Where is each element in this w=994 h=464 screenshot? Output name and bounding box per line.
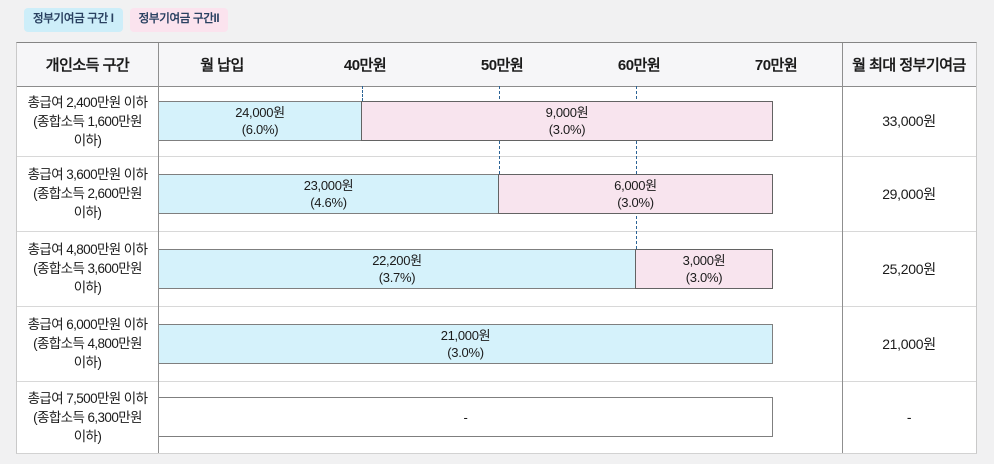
column-divider-left [158, 43, 159, 453]
table-header: 개인소득 구간 월 납입 월 최대 정부기여금 [17, 43, 976, 87]
segment-rate: (4.6%) [310, 195, 347, 210]
row-separator [17, 306, 976, 307]
monthly-max-value: 33,000원 [882, 113, 936, 129]
income-bracket-line: 총급여 2,400만원 이하 [27, 94, 148, 110]
income-bracket-line: 이하) [73, 205, 102, 220]
axis-tick-60manwon: 60만원 [617, 57, 661, 74]
header-monthly-max-contribution: 월 최대 정부기여금 [852, 57, 966, 74]
bar-segment-zoneII: 3,000원 (3.0%) [635, 249, 773, 289]
bar-segment-zoneI: 23,000원 (4.6%) [158, 174, 499, 214]
income-bracket-line: 이하) [73, 428, 102, 444]
header-income-bracket: 개인소득 구간 [45, 57, 130, 74]
monthly-max-value: 29,000원 [882, 185, 936, 202]
legend: 정부기여금 구간 I 정부기여금 구간II [24, 8, 229, 32]
segment-rate: (3.0%) [617, 195, 654, 210]
axis-tick-70manwon: 70만원 [754, 57, 798, 74]
row-separator [17, 231, 976, 232]
segment-amount: 24,000원 [235, 105, 285, 120]
deposit-gridline-40manwon [362, 86, 363, 101]
segment-amount: 23,000원 [303, 178, 354, 193]
income-bracket-line: 총급여 3,600만원 이하 [27, 167, 148, 182]
income-bracket-line: (종합소득 1,600만원 [33, 113, 142, 129]
segment-rate: (3.7%) [378, 270, 416, 285]
income-bracket-line: 총급여 7,500만원 이하 [27, 390, 148, 406]
segment-rate: (3.0%) [685, 270, 723, 285]
income-bracket-line: 이하) [73, 355, 102, 370]
income-bracket-line: (종합소득 4,800만원 [33, 336, 142, 351]
income-bracket-line: (종합소득 6,300만원 [33, 409, 142, 425]
income-bracket-line: 이하) [73, 280, 102, 295]
row-separator [17, 156, 976, 157]
monthly-max-value: 21,000원 [882, 335, 936, 352]
income-bracket-line: 총급여 4,800만원 이하 [27, 242, 148, 257]
segment-amount: - [463, 409, 468, 425]
income-bracket-line: (종합소득 2,600만원 [33, 186, 142, 201]
bar-segment-empty: - [158, 397, 773, 437]
bar-segment-zoneII: 9,000원 (3.0%) [361, 101, 773, 141]
segment-amount: 22,200원 [372, 253, 422, 268]
bar-segment-zoneI: 21,000원 (3.0%) [158, 324, 773, 364]
legend-badge-zone1: 정부기여금 구간 I [24, 8, 123, 32]
bar-segment-zoneI: 24,000원 (6.0%) [158, 101, 362, 141]
segment-rate: (3.0%) [447, 345, 484, 360]
income-bracket-line: 총급여 6,000만원 이하 [27, 317, 148, 332]
income-bracket-line: 이하) [73, 132, 102, 148]
segment-amount: 6,000원 [614, 178, 657, 193]
monthly-max-value: 25,200원 [882, 260, 936, 277]
header-monthly-deposit: 월 납입 [200, 57, 244, 74]
contribution-table: 개인소득 구간 월 납입 월 최대 정부기여금 40만원 50만원 60만원 70만원… [16, 42, 977, 454]
bar-segment-zoneII: 6,000원 (3.0%) [498, 174, 773, 214]
bar-segment-zoneI: 22,200원 (3.7%) [158, 249, 636, 289]
segment-rate: (6.0%) [241, 122, 279, 137]
row-separator [17, 381, 976, 382]
axis-tick-40manwon: 40만원 [343, 57, 387, 74]
monthly-max-value: - [906, 409, 912, 425]
segment-amount: 3,000원 [682, 253, 726, 268]
income-bracket-line: (종합소득 3,600만원 [33, 261, 142, 276]
deposit-gridline-60manwon [636, 86, 637, 249]
segment-rate: (3.0%) [548, 122, 586, 137]
segment-amount: 9,000원 [545, 105, 589, 120]
segment-amount: 21,000원 [440, 328, 491, 343]
legend-badge-zone2: 정부기여금 구간II [129, 8, 229, 32]
column-divider-right [842, 43, 843, 453]
axis-tick-50manwon: 50만원 [480, 57, 524, 74]
